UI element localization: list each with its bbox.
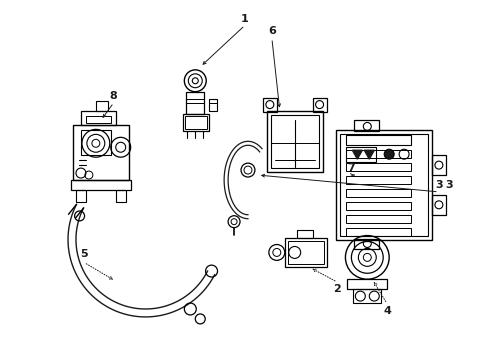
Bar <box>346 150 411 158</box>
Bar <box>81 111 116 125</box>
Polygon shape <box>352 150 362 159</box>
Circle shape <box>384 149 394 159</box>
Bar <box>183 113 209 131</box>
Bar <box>353 289 381 303</box>
Text: 6: 6 <box>268 26 276 36</box>
Polygon shape <box>365 150 374 159</box>
Bar <box>271 114 318 168</box>
Bar <box>346 163 411 171</box>
Bar <box>116 190 125 202</box>
Text: 5: 5 <box>80 249 88 260</box>
Bar <box>432 155 446 175</box>
Bar <box>341 134 428 235</box>
Bar <box>73 125 129 180</box>
Text: 8: 8 <box>110 91 118 101</box>
Bar <box>297 230 313 238</box>
Bar <box>263 98 277 112</box>
Bar <box>432 195 446 215</box>
Bar <box>346 147 376 162</box>
Bar <box>288 240 323 264</box>
Bar <box>285 238 326 267</box>
Text: 7: 7 <box>347 163 355 173</box>
Bar <box>313 98 326 112</box>
Bar <box>346 228 411 235</box>
Bar <box>346 135 411 145</box>
Bar <box>267 111 322 172</box>
Text: 3: 3 <box>445 180 453 190</box>
Bar <box>209 99 217 111</box>
Bar <box>346 176 411 184</box>
Bar <box>96 100 108 111</box>
Bar <box>185 116 207 129</box>
Text: 1: 1 <box>241 14 249 24</box>
Bar <box>354 239 379 249</box>
Bar <box>354 121 379 131</box>
Bar <box>71 180 131 190</box>
Bar <box>186 92 204 113</box>
Bar <box>346 189 411 197</box>
Text: 3: 3 <box>435 180 442 190</box>
Bar <box>346 202 411 210</box>
Bar <box>76 190 86 202</box>
Bar <box>337 130 432 239</box>
Bar <box>86 116 111 123</box>
Text: 4: 4 <box>383 306 391 316</box>
Bar <box>346 215 411 223</box>
Text: 2: 2 <box>334 284 342 294</box>
Bar <box>347 279 387 289</box>
Bar <box>81 130 111 155</box>
